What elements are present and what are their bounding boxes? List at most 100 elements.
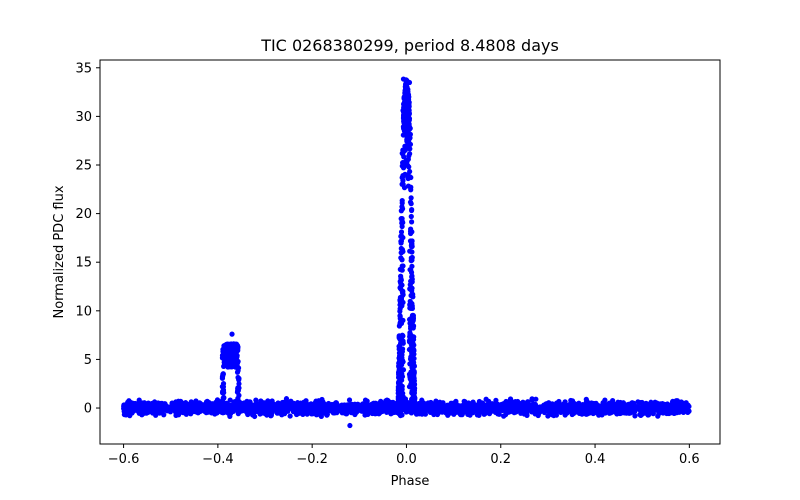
data-point bbox=[409, 352, 416, 358]
data-point bbox=[320, 402, 326, 408]
data-point bbox=[409, 229, 415, 235]
data-point bbox=[402, 84, 409, 90]
data-point bbox=[127, 406, 133, 412]
data-point bbox=[343, 407, 350, 414]
y-axis-label: Normalized PDC flux bbox=[52, 185, 67, 318]
data-point bbox=[304, 401, 310, 407]
data-point bbox=[409, 274, 415, 280]
data-point bbox=[179, 400, 185, 406]
data-point bbox=[674, 398, 681, 404]
data-point bbox=[174, 405, 181, 411]
data-point bbox=[552, 411, 558, 417]
data-point bbox=[399, 198, 405, 204]
data-points bbox=[121, 76, 692, 429]
y-tick-label: 10 bbox=[75, 304, 92, 319]
data-point bbox=[408, 410, 415, 416]
data-point bbox=[220, 388, 226, 395]
data-point bbox=[486, 411, 493, 417]
data-point bbox=[224, 355, 230, 362]
data-point bbox=[407, 151, 413, 157]
data-point bbox=[398, 229, 405, 235]
data-point bbox=[669, 399, 676, 405]
data-point bbox=[620, 400, 626, 406]
data-point bbox=[434, 411, 441, 418]
data-point bbox=[419, 411, 425, 417]
data-point bbox=[405, 132, 412, 138]
data-point bbox=[602, 409, 608, 415]
data-point bbox=[193, 398, 199, 404]
data-point bbox=[397, 313, 403, 320]
y-tick-label: 15 bbox=[75, 256, 92, 271]
plot-frame bbox=[99, 59, 721, 445]
data-point bbox=[287, 413, 293, 419]
data-point bbox=[193, 409, 199, 415]
data-point bbox=[249, 404, 255, 410]
data-point bbox=[545, 408, 551, 415]
data-point bbox=[416, 401, 422, 408]
data-point bbox=[645, 412, 651, 418]
data-point bbox=[623, 403, 629, 409]
data-point bbox=[633, 405, 639, 411]
x-tick-label: −0.2 bbox=[296, 452, 328, 467]
data-point bbox=[679, 401, 686, 408]
data-point bbox=[349, 409, 355, 416]
y-tick-label: 5 bbox=[84, 353, 92, 368]
data-point bbox=[400, 367, 407, 373]
data-point bbox=[404, 158, 410, 165]
data-point bbox=[407, 267, 413, 273]
data-point bbox=[399, 377, 405, 383]
data-point bbox=[169, 400, 176, 406]
data-point bbox=[219, 355, 226, 361]
data-point bbox=[184, 405, 190, 411]
data-point bbox=[405, 113, 411, 119]
data-point bbox=[408, 213, 414, 220]
data-point bbox=[412, 402, 418, 408]
data-point bbox=[583, 408, 589, 414]
data-point bbox=[276, 402, 282, 408]
data-point bbox=[150, 405, 156, 411]
data-point bbox=[220, 410, 226, 416]
data-point bbox=[409, 244, 415, 250]
data-point bbox=[136, 397, 142, 403]
data-point bbox=[409, 238, 415, 244]
data-point bbox=[409, 305, 416, 311]
data-point bbox=[127, 401, 134, 407]
data-point bbox=[459, 406, 466, 413]
data-point bbox=[408, 369, 414, 375]
data-point bbox=[407, 298, 413, 304]
data-point bbox=[453, 406, 459, 412]
data-point bbox=[410, 377, 417, 383]
data-point bbox=[398, 297, 405, 303]
data-point bbox=[568, 406, 574, 412]
data-point bbox=[405, 174, 411, 180]
data-point bbox=[154, 407, 160, 413]
data-point bbox=[389, 409, 395, 415]
data-point bbox=[407, 199, 414, 205]
data-point bbox=[398, 240, 404, 246]
data-point bbox=[236, 385, 242, 391]
data-point bbox=[146, 408, 152, 414]
data-point bbox=[576, 403, 582, 410]
data-point bbox=[405, 145, 411, 151]
x-tick-label: −0.4 bbox=[202, 452, 234, 467]
data-point bbox=[309, 402, 315, 409]
data-point bbox=[396, 334, 402, 340]
data-point bbox=[253, 397, 259, 403]
data-point bbox=[485, 402, 491, 408]
x-tick-label: −0.6 bbox=[108, 452, 140, 467]
data-point bbox=[467, 407, 473, 413]
data-point bbox=[682, 407, 688, 413]
y-tick-label: 20 bbox=[75, 207, 92, 222]
data-point bbox=[612, 407, 618, 413]
data-point bbox=[369, 403, 375, 409]
chart-title: TIC 0268380299, period 8.4808 days bbox=[260, 36, 559, 55]
data-point bbox=[175, 412, 182, 418]
data-point bbox=[596, 406, 602, 412]
data-point bbox=[374, 403, 380, 409]
data-point bbox=[401, 94, 407, 101]
data-point bbox=[408, 278, 414, 284]
data-point bbox=[437, 407, 443, 413]
data-point bbox=[632, 413, 638, 419]
data-point bbox=[207, 406, 213, 412]
